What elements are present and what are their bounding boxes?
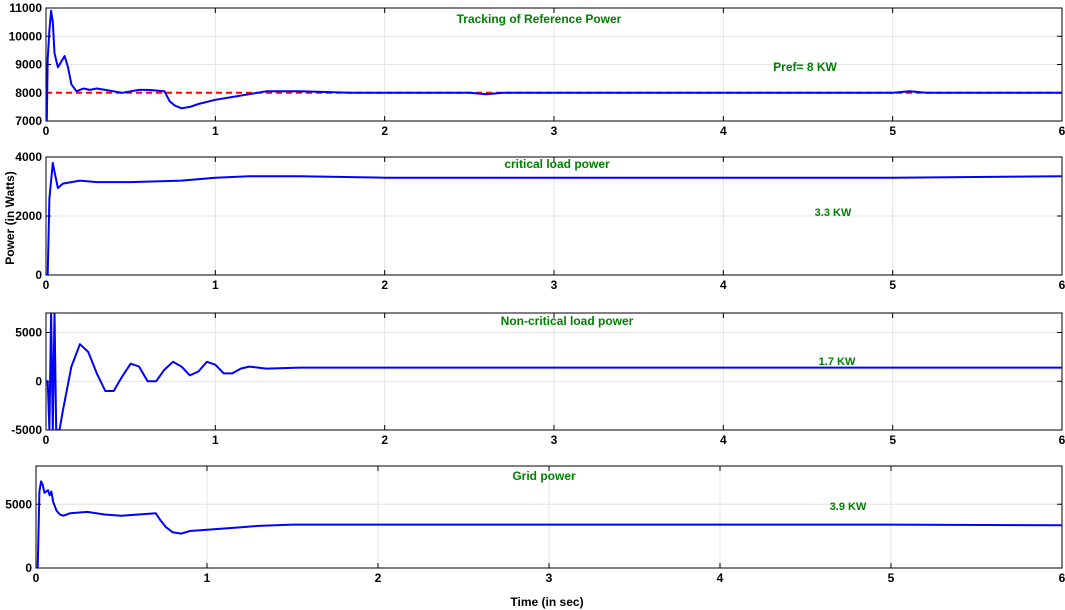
y-tick-label: 5000	[5, 497, 32, 511]
panel-1: 0 1 2 3 4 5 6 7000 8000 9000 10000 11000 Tracking of…	[9, 1, 1065, 138]
x-tick-label: 1	[212, 433, 219, 447]
x-tick-label: 4	[717, 571, 724, 585]
x-tick-label: 0	[33, 571, 40, 585]
x-tick-label: 6	[1059, 433, 1065, 447]
panel-title: Non-critical load power	[501, 314, 634, 328]
value-annotation: 1.7 KW	[819, 356, 856, 368]
x-tick-label: 2	[381, 433, 388, 447]
panel-title: Grid power	[512, 469, 576, 483]
y-tick-label: 9000	[15, 58, 42, 72]
x-tick-label: 0	[43, 124, 50, 138]
y-tick-label: 5000	[15, 326, 42, 340]
x-tick-label: 0	[43, 278, 50, 292]
value-annotation: 3.9 KW	[830, 501, 867, 513]
x-tick-label: 3	[551, 278, 558, 292]
x-tick-label: 4	[720, 278, 727, 292]
x-tick-label: 1	[204, 571, 211, 585]
panel-title: Tracking of Reference Power	[457, 12, 622, 26]
x-tick-label: 5	[889, 124, 896, 138]
y-tick-label: 8000	[15, 86, 42, 100]
x-axis-label: Time (in sec)	[510, 595, 583, 609]
x-tick-label: 3	[551, 124, 558, 138]
panel-title: critical load power	[504, 157, 610, 171]
y-tick-label: 11000	[9, 1, 42, 15]
y-tick-label: 2000	[15, 209, 42, 223]
x-tick-label: 3	[551, 433, 558, 447]
x-tick-label: 2	[381, 278, 388, 292]
y-tick-label: 0	[35, 268, 42, 282]
y-axis-label: Power (in Watts)	[3, 171, 17, 265]
x-tick-label: 6	[1059, 278, 1065, 292]
series-line	[36, 480, 1062, 568]
panel-2: 0 1 2 3 4 5 6 0 2000 4000 critical load power 3.3 K…	[15, 150, 1065, 292]
x-tick-label: 2	[381, 124, 388, 138]
x-tick-label: 4	[720, 433, 727, 447]
value-annotation: Pref= 8 KW	[773, 60, 837, 74]
series-line	[46, 313, 1062, 430]
x-tick-label: 5	[889, 433, 896, 447]
x-tick-label: 6	[1059, 571, 1065, 585]
y-tick-label: -5000	[11, 423, 42, 437]
panel-4: 0 1 2 3 4 5 6 0 5000 Grid power 3.9 KW	[5, 465, 1065, 585]
x-tick-label: 1	[212, 278, 219, 292]
x-tick-label: 3	[546, 571, 553, 585]
y-tick-label: 10000	[9, 29, 43, 43]
value-annotation: 3.3 KW	[815, 207, 852, 219]
y-tick-label: 4000	[15, 150, 42, 164]
series-line	[46, 161, 1062, 275]
x-tick-label: 5	[888, 571, 895, 585]
series-line	[46, 9, 1062, 121]
x-tick-label: 1	[212, 124, 219, 138]
x-tick-label: 0	[43, 433, 50, 447]
y-tick-label: 7000	[15, 114, 42, 128]
x-tick-label: 6	[1059, 124, 1065, 138]
x-tick-label: 4	[720, 124, 727, 138]
x-tick-label: 5	[889, 278, 896, 292]
y-tick-label: 0	[35, 374, 42, 388]
x-tick-label: 2	[375, 571, 382, 585]
y-tick-label: 0	[25, 561, 32, 575]
